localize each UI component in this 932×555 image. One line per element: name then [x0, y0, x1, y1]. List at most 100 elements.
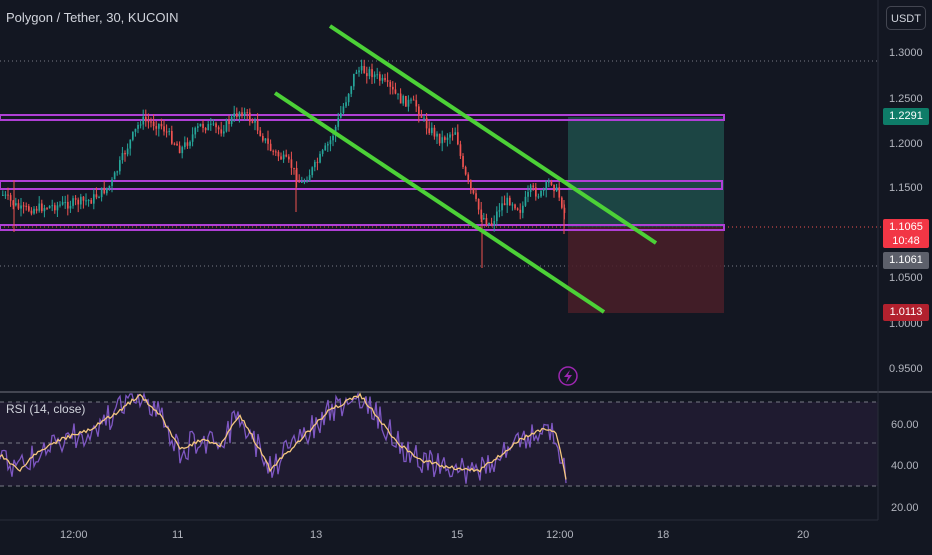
- candle-body: [350, 86, 353, 94]
- candle-body: [194, 127, 197, 135]
- candle-body: [207, 124, 210, 131]
- chart-title: Polygon / Tether, 30, KUCOIN: [6, 10, 179, 25]
- candle-body: [215, 123, 217, 128]
- candle-body: [233, 113, 236, 117]
- candle-body: [412, 99, 415, 101]
- candle-body: [165, 131, 168, 133]
- candle-body: [454, 132, 457, 135]
- candle-body: [472, 188, 475, 194]
- candle-body: [501, 203, 503, 211]
- candle-body: [132, 131, 134, 140]
- profit-zone[interactable]: [568, 117, 724, 227]
- lower-trend-line[interactable]: [273, 91, 606, 314]
- candle-body: [251, 121, 254, 123]
- candle-body: [241, 112, 243, 116]
- candle-body: [191, 134, 194, 142]
- candle-body: [119, 160, 121, 172]
- candle-body: [28, 206, 30, 211]
- candle-body: [20, 205, 22, 209]
- candle-body: [548, 181, 550, 183]
- candle-body: [303, 181, 306, 183]
- candle-body: [103, 187, 106, 194]
- candle-body: [295, 168, 298, 182]
- candle-body: [553, 184, 555, 192]
- candle-body: [38, 203, 41, 211]
- candle-body: [306, 181, 308, 183]
- candle-body: [217, 127, 220, 130]
- candle-body: [438, 133, 441, 144]
- candle-body: [366, 73, 368, 77]
- rsi-tick: 40.00: [891, 460, 919, 472]
- candle-body: [368, 69, 371, 77]
- rsi-tick: 20.00: [891, 502, 919, 514]
- candle-body: [464, 166, 467, 175]
- candle-body: [444, 137, 446, 140]
- candle-body: [85, 200, 87, 202]
- candle-body: [480, 209, 483, 219]
- upper-trend-line[interactable]: [328, 24, 658, 245]
- candle-body: [236, 113, 238, 117]
- candle-body: [509, 197, 511, 206]
- candle-body: [506, 197, 509, 206]
- candle-body: [171, 131, 173, 144]
- candle-body: [106, 187, 108, 194]
- candle-body: [173, 143, 176, 145]
- candle-body: [181, 147, 184, 154]
- candle-body: [220, 129, 223, 134]
- candle-body: [41, 203, 43, 212]
- currency-button[interactable]: USDT: [886, 6, 926, 30]
- candle-body: [285, 154, 288, 157]
- candle-body: [25, 205, 28, 207]
- loss-zone[interactable]: [568, 227, 724, 313]
- candle-body: [22, 205, 25, 207]
- candle-body: [67, 201, 69, 209]
- candle-body: [246, 112, 249, 114]
- candle-body: [475, 193, 477, 199]
- candle-body: [410, 99, 412, 101]
- candle-body: [61, 202, 64, 205]
- candle-body: [267, 138, 269, 144]
- candle-body: [210, 123, 212, 125]
- resistance-zone[interactable]: [0, 114, 725, 121]
- time-tick: 13: [310, 529, 322, 541]
- candle-body: [516, 208, 519, 210]
- middle-zone[interactable]: [0, 180, 723, 190]
- price-tick: 1.3000: [889, 47, 923, 59]
- candle-body: [111, 179, 113, 186]
- lightning-icon[interactable]: [558, 366, 578, 386]
- candle-body: [332, 135, 334, 141]
- candle-body: [178, 145, 181, 154]
- candle-body: [33, 208, 35, 214]
- price-tick: 1.2500: [889, 93, 923, 105]
- candle-body: [238, 112, 241, 117]
- candle-body: [230, 116, 233, 125]
- candle-body: [137, 124, 139, 129]
- rsi-indicator-label[interactable]: RSI (14, close): [6, 402, 86, 416]
- candle-body: [342, 106, 345, 113]
- candle-body: [17, 203, 20, 209]
- candle-body: [254, 120, 256, 123]
- support-zone[interactable]: [0, 224, 725, 231]
- candle-body: [490, 223, 493, 225]
- candle-body: [360, 65, 363, 71]
- candle-body: [249, 112, 251, 122]
- rsi-ma-line: [0, 392, 567, 480]
- candle-body: [30, 210, 33, 214]
- candle-body: [527, 191, 529, 197]
- candle-body: [64, 201, 67, 203]
- candle-body: [12, 200, 15, 206]
- candle-body: [225, 120, 228, 132]
- rsi-tick: 60.00: [891, 419, 919, 431]
- candle-body: [451, 134, 454, 136]
- candle-body: [4, 194, 7, 196]
- candle-body: [202, 123, 204, 128]
- candle-body: [319, 153, 321, 163]
- candle-body: [59, 204, 61, 206]
- candle-body: [48, 205, 51, 209]
- candle-body: [337, 117, 340, 127]
- candle-body: [100, 187, 103, 198]
- take-profit-label: 1.2291: [883, 108, 929, 125]
- candle-body: [498, 210, 501, 212]
